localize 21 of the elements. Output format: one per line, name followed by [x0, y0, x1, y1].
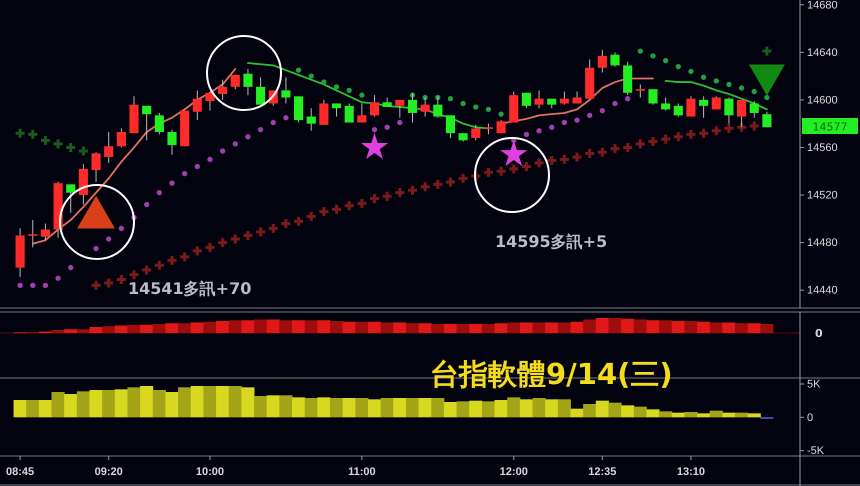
annotation: 14595多訊+5	[495, 232, 608, 251]
x-tick-label: 13:10	[676, 466, 706, 478]
y-tick-label: 14600	[807, 94, 838, 106]
y-tick-label: 14520	[807, 190, 838, 202]
x-tick-label: 12:00	[500, 466, 528, 478]
x-tick-label: 09:20	[94, 466, 123, 478]
y-tick-label: 14440	[807, 284, 838, 297]
x-tick-label: 12:35	[588, 466, 616, 478]
y-tick-label: -5K	[807, 445, 825, 458]
y-tick-label: 14680	[807, 0, 838, 12]
x-tick-label: 08:45	[6, 466, 34, 478]
y-tick-label: 0	[807, 412, 814, 424]
y-tick-label: 14560	[807, 142, 838, 154]
x-tick-label: 10:00	[196, 466, 224, 478]
y-tick-label: 14640	[807, 46, 838, 59]
y-tick-label: 14480	[807, 237, 838, 250]
x-tick-label: 11:00	[348, 466, 376, 478]
y-tick-label: 5K	[807, 378, 822, 391]
text: 14577	[812, 120, 848, 134]
annotation: 14541多訊+70	[128, 279, 252, 298]
chart-title: 台指軟體9/14(三)	[430, 357, 673, 391]
